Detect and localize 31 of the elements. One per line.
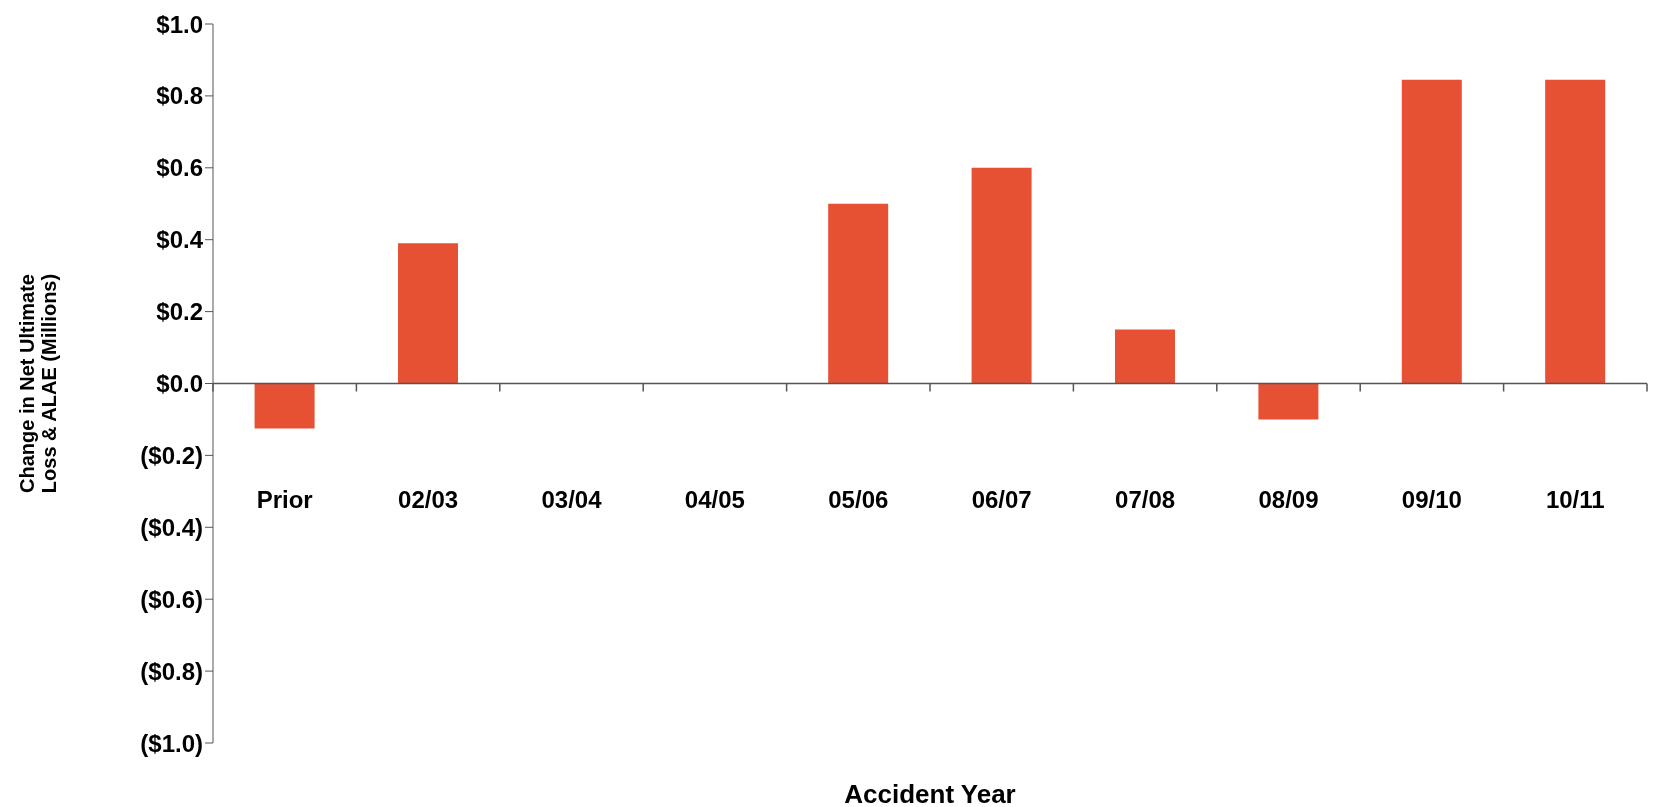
x-tick-label: 02/03 bbox=[398, 486, 459, 514]
bar bbox=[828, 203, 889, 384]
x-tick-label: 10/11 bbox=[1545, 486, 1605, 514]
y-tick-label: $0.8 bbox=[156, 82, 203, 110]
y-tick-label: ($0.4) bbox=[140, 513, 203, 541]
x-tick-label: 04/05 bbox=[684, 486, 745, 514]
bar bbox=[1545, 79, 1606, 384]
x-axis-title: Accident Year bbox=[844, 779, 1016, 807]
bar bbox=[1258, 383, 1319, 420]
bar bbox=[254, 383, 315, 429]
y-tick-label: $1.0 bbox=[156, 10, 203, 38]
bar bbox=[397, 243, 458, 384]
y-axis-title: Change in Net Ultimate Loss & ALAE (Millions) bbox=[16, 273, 60, 494]
x-tick-label: 03/04 bbox=[541, 486, 603, 514]
y-tick-label: ($0.6) bbox=[140, 585, 203, 613]
bar bbox=[971, 167, 1032, 384]
y-tick-label: ($0.8) bbox=[140, 657, 203, 685]
x-tick-label: 06/07 bbox=[971, 486, 1032, 514]
y-tick-label: $0.4 bbox=[156, 226, 204, 254]
x-tick-label: 05/06 bbox=[828, 486, 889, 514]
y-tick-label: $0.2 bbox=[156, 298, 203, 326]
bar bbox=[1114, 329, 1175, 384]
x-tick-label: 07/08 bbox=[1115, 486, 1176, 514]
y-tick-label: $0.6 bbox=[156, 154, 203, 182]
y-tick-label: ($1.0) bbox=[140, 729, 203, 757]
bar bbox=[1401, 79, 1462, 384]
x-tick-label: 09/10 bbox=[1401, 486, 1462, 514]
y-tick-label: $0.0 bbox=[156, 370, 203, 398]
y-tick-label: ($0.2) bbox=[140, 441, 203, 469]
x-tick-label: 08/09 bbox=[1258, 486, 1319, 514]
x-tick-label: Prior bbox=[256, 486, 313, 514]
